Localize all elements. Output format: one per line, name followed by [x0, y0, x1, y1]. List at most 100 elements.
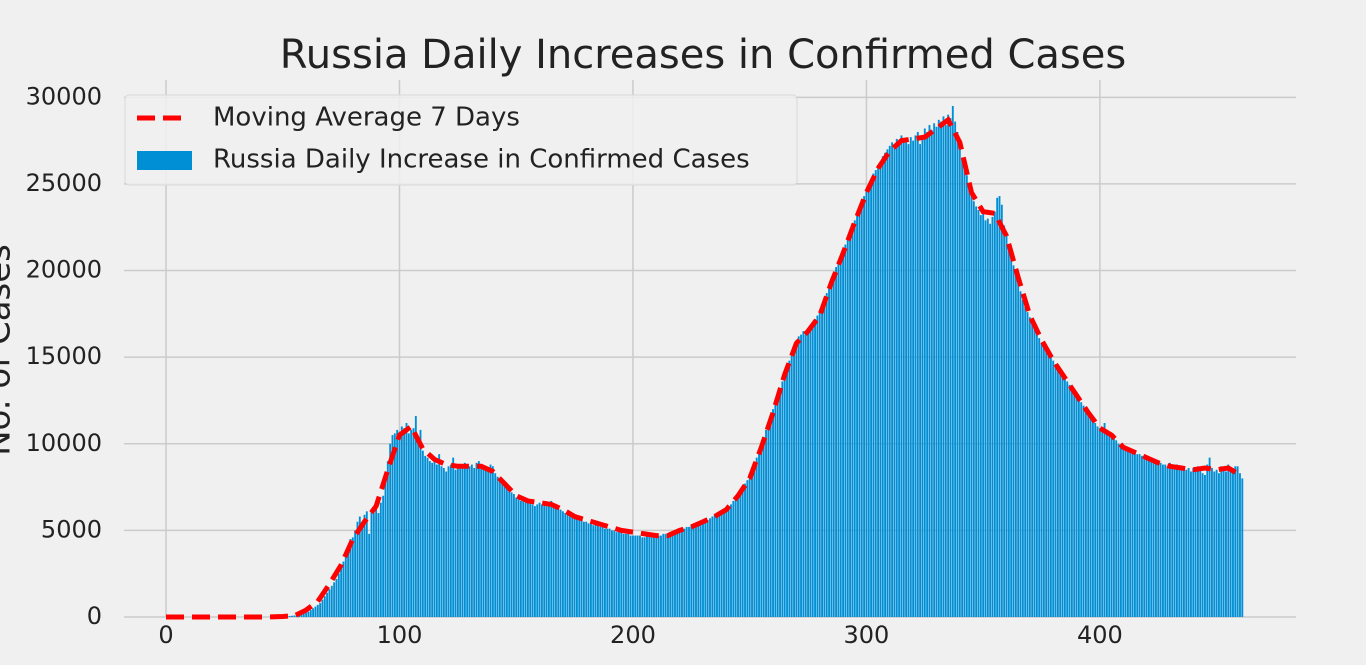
bar	[725, 509, 728, 617]
bar	[582, 521, 585, 617]
bar	[314, 606, 317, 617]
bar	[718, 513, 721, 617]
legend-label: Moving Average 7 Days	[213, 103, 520, 133]
bar	[702, 521, 704, 617]
bar	[515, 497, 518, 617]
bar	[1021, 299, 1024, 617]
bar	[1117, 443, 1120, 617]
bar	[1126, 448, 1129, 617]
bar	[912, 140, 915, 617]
bar	[370, 509, 373, 617]
bar	[606, 528, 609, 617]
bar	[828, 286, 831, 617]
bar	[1035, 332, 1038, 617]
bar	[309, 610, 312, 617]
bar	[316, 604, 319, 617]
bar	[998, 196, 1001, 618]
bar	[1103, 422, 1106, 617]
bar	[830, 279, 833, 617]
bar	[1173, 468, 1176, 617]
bar	[379, 502, 382, 617]
bar	[851, 225, 854, 617]
bar	[615, 532, 618, 617]
bar	[1183, 466, 1185, 617]
bar	[393, 433, 396, 617]
bar	[498, 480, 501, 617]
bar	[797, 336, 800, 617]
bar	[501, 483, 504, 617]
bar	[767, 422, 770, 617]
bar	[440, 466, 443, 617]
bar	[660, 535, 662, 617]
bar	[461, 468, 464, 617]
bar	[1045, 350, 1048, 617]
bar	[989, 223, 992, 618]
bar	[977, 209, 980, 617]
bar	[372, 513, 375, 617]
bar	[811, 322, 814, 617]
bar	[793, 346, 795, 617]
bar	[618, 532, 620, 617]
bar	[842, 249, 845, 617]
bar	[683, 528, 686, 617]
bar	[716, 513, 718, 617]
bar	[678, 530, 681, 617]
bar	[898, 140, 901, 617]
bar	[849, 232, 852, 617]
bars	[270, 105, 1244, 618]
bar	[424, 455, 427, 617]
y-tick-label: 10000	[26, 429, 102, 457]
bar	[386, 461, 389, 617]
bar	[375, 506, 378, 617]
bar	[540, 504, 543, 617]
bar	[905, 138, 908, 617]
bar	[629, 535, 632, 617]
y-tick-label: 25000	[26, 169, 102, 197]
bar	[400, 426, 403, 617]
bar	[832, 274, 835, 617]
bar	[587, 523, 590, 617]
bar	[895, 138, 898, 617]
bar	[1119, 445, 1122, 617]
bar	[781, 381, 784, 617]
bar	[1122, 447, 1125, 617]
bar	[739, 490, 742, 617]
bar	[580, 519, 583, 617]
bar	[470, 464, 473, 617]
bar	[891, 142, 894, 617]
bar	[669, 532, 672, 617]
bar	[568, 516, 571, 617]
bar	[783, 374, 786, 617]
bar	[730, 504, 732, 617]
bar	[837, 261, 840, 617]
bar	[961, 157, 964, 618]
bar	[646, 535, 648, 617]
y-tick-label: 5000	[41, 515, 102, 543]
bar	[1059, 371, 1062, 617]
y-tick-label: 0	[87, 602, 102, 630]
bar	[968, 183, 971, 617]
bar	[867, 183, 870, 617]
bar	[1159, 462, 1162, 617]
bar	[561, 511, 564, 617]
bar	[1180, 468, 1183, 617]
bar	[933, 123, 936, 617]
bar	[1024, 306, 1027, 617]
bar	[758, 450, 760, 617]
bar	[510, 492, 513, 617]
bar	[377, 513, 380, 617]
bar	[776, 395, 779, 617]
bar	[657, 535, 660, 617]
bar	[919, 144, 922, 617]
bar	[944, 125, 947, 618]
bar	[1236, 466, 1239, 617]
bar	[916, 131, 919, 617]
bar	[1147, 459, 1150, 617]
bar	[1077, 398, 1080, 617]
bar	[674, 532, 676, 617]
bar	[1204, 474, 1206, 617]
bar	[699, 521, 702, 617]
bar	[1164, 464, 1167, 617]
bar	[1220, 466, 1223, 617]
bar	[884, 152, 887, 618]
